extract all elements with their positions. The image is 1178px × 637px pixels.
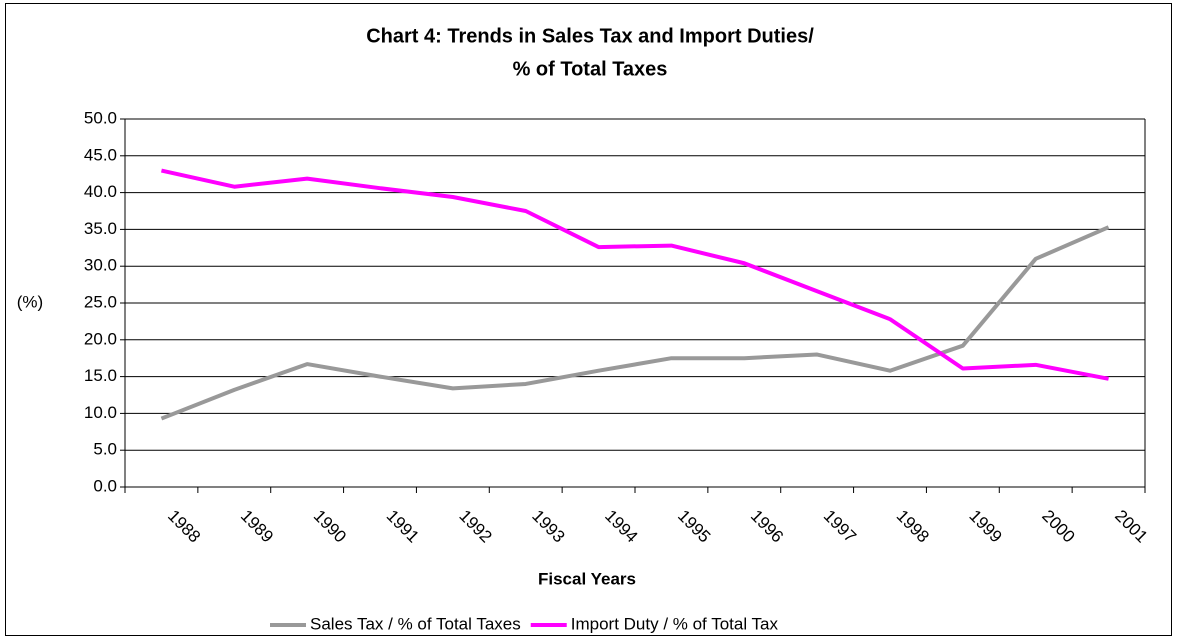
y-tick-label: 10.0: [84, 403, 117, 422]
y-tick-label: 0.0: [93, 476, 117, 495]
y-tick-label: 45.0: [84, 145, 117, 164]
y-tick-label: 35.0: [84, 219, 117, 238]
series-line: [160, 168, 1109, 381]
y-tick-label: 50.0: [84, 108, 117, 127]
y-axis-title: (%): [17, 292, 43, 311]
legend-label: Import Duty / % of Total Tax: [571, 614, 779, 633]
y-tick-label: 5.0: [93, 440, 117, 459]
y-tick-label: 30.0: [84, 256, 117, 275]
y-tick-label: 40.0: [84, 182, 117, 201]
chart-title: Chart 4: Trends in Sales Tax and Import …: [366, 25, 814, 47]
x-axis-title: Fiscal Years: [538, 569, 636, 588]
y-tick-label: 20.0: [84, 329, 117, 348]
series-line: [160, 225, 1110, 421]
chart-border: [5, 3, 1172, 636]
y-tick-label: 25.0: [84, 292, 117, 311]
legend-label: Sales Tax / % of Total Taxes: [310, 614, 521, 633]
y-tick-label: 15.0: [84, 366, 117, 385]
chart-title: % of Total Taxes: [513, 58, 668, 80]
